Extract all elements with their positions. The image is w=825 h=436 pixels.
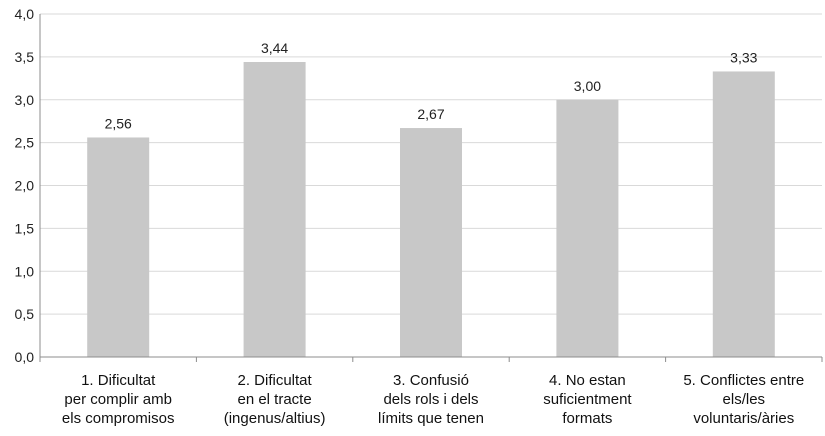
bars [87, 62, 775, 358]
category-label: 3. Confusió dels rols i dels límits que te… [378, 372, 484, 427]
y-tick-label: 1,0 [15, 263, 35, 279]
data-label: 3,00 [574, 78, 601, 94]
data-label: 2,67 [417, 106, 444, 122]
y-tick-label: 1,5 [15, 220, 35, 236]
y-tick-label: 3,0 [15, 92, 35, 108]
data-labels: 2,56 3,44 2,67 3,00 3,33 [105, 40, 758, 131]
x-axis: 1. Dificultat per complir amb els compromi… [39, 356, 823, 427]
data-label: 3,33 [730, 49, 757, 65]
bar [243, 62, 306, 358]
bar [400, 128, 462, 357]
data-label: 2,56 [105, 115, 132, 131]
data-label: 3,44 [261, 40, 288, 56]
category-label: 2. Dificultat en el tracte (ingenus/altius… [224, 372, 326, 427]
y-tick-label: 0,5 [15, 306, 35, 322]
y-tick-label: 4,0 [15, 6, 35, 22]
category-label: 5. Conflictes entre els/les voluntaris/àri… [683, 372, 804, 427]
category-label: 4. No estan suficientment formats [543, 372, 632, 427]
y-tick-label: 2,0 [15, 178, 35, 194]
bar [87, 137, 150, 357]
bar [556, 99, 619, 357]
y-axis: 0,0 0,5 1,0 1,5 2,0 2,5 3,0 3,5 4,0 [15, 6, 41, 365]
y-tick-label: 3,5 [15, 49, 35, 65]
bar [712, 71, 775, 357]
y-tick-label: 0,0 [15, 349, 35, 365]
category-label: 1. Dificultat per complir amb els compromi… [62, 372, 175, 427]
y-tick-label: 2,5 [15, 135, 35, 151]
